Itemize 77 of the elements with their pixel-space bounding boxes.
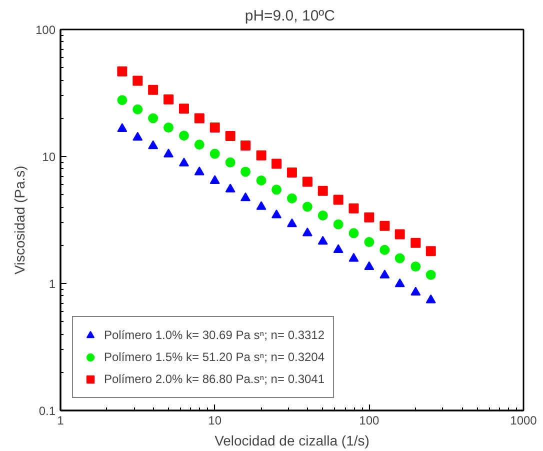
x-axis-title: Velocidad de cizalla (1/s): [214, 432, 370, 448]
point: [333, 194, 344, 205]
legend-label: Polímero 2.0% k= 86.80 Pa.sⁿ; n= 0.3041: [104, 372, 325, 386]
point: [117, 95, 128, 106]
point: [240, 166, 250, 177]
x-tick-label: 1: [57, 414, 64, 428]
point: [380, 270, 390, 278]
point: [318, 236, 328, 245]
point: [132, 104, 143, 114]
point: [256, 201, 266, 210]
point: [210, 122, 220, 133]
point: [225, 184, 236, 192]
point: [364, 237, 374, 248]
point: [410, 238, 421, 248]
point: [333, 219, 344, 230]
point: [164, 94, 174, 104]
point: [194, 140, 204, 150]
point: [194, 113, 204, 124]
point: [394, 253, 405, 264]
point: [272, 184, 282, 195]
point: [286, 168, 297, 178]
point: [286, 218, 297, 228]
point: [272, 210, 282, 218]
point: [117, 123, 128, 132]
point: [225, 157, 236, 168]
point: [333, 244, 344, 253]
point: [178, 158, 189, 166]
point: [380, 244, 390, 255]
x-tick-label: 100: [359, 414, 380, 428]
point: [364, 212, 374, 222]
point: [178, 104, 189, 114]
point: [318, 186, 328, 196]
point: [256, 176, 266, 186]
point: [272, 158, 282, 169]
chart-title: pH=9.0, 10ºC: [244, 8, 336, 24]
point: [318, 210, 328, 221]
point: [148, 113, 158, 124]
point: [348, 228, 359, 238]
point: [164, 148, 174, 158]
legend-label: Polímero 1.5% k= 51.20 Pa sⁿ; n= 0.3204: [104, 350, 325, 364]
point: [148, 140, 158, 150]
x-tick-label: 1000: [510, 414, 538, 428]
point: [240, 192, 250, 202]
point: [348, 252, 359, 262]
point: [348, 203, 359, 214]
point: [117, 66, 128, 76]
point: [426, 294, 436, 304]
point: [210, 175, 220, 184]
point: [194, 166, 204, 176]
point: [210, 148, 220, 159]
legend-label: Polímero 1.0% k= 30.69 Pa sⁿ; n= 0.3312: [104, 328, 325, 342]
point: [132, 132, 143, 141]
point: [240, 140, 250, 151]
y-tick-label: 0.1: [38, 404, 56, 418]
y-axis-title: Viscosidad (Pa.s): [11, 166, 28, 274]
y-tick-label: 1: [48, 277, 56, 291]
y-tick-label: 10: [42, 150, 56, 164]
point: [410, 286, 421, 296]
point: [410, 262, 421, 272]
point: [132, 76, 143, 86]
point: [302, 227, 312, 236]
point: [302, 176, 312, 187]
point: [256, 150, 266, 160]
point: [364, 261, 374, 270]
point: [164, 122, 174, 133]
point: [394, 229, 405, 240]
point: [225, 131, 236, 142]
point: [426, 246, 436, 256]
point: [394, 278, 405, 288]
point: [286, 193, 297, 204]
point: [426, 270, 436, 280]
y-tick-label: 100: [35, 23, 56, 37]
x-tick-label: 10: [208, 414, 222, 428]
point: [178, 130, 189, 141]
point: [302, 202, 312, 212]
point: [380, 220, 390, 231]
point: [148, 84, 158, 95]
